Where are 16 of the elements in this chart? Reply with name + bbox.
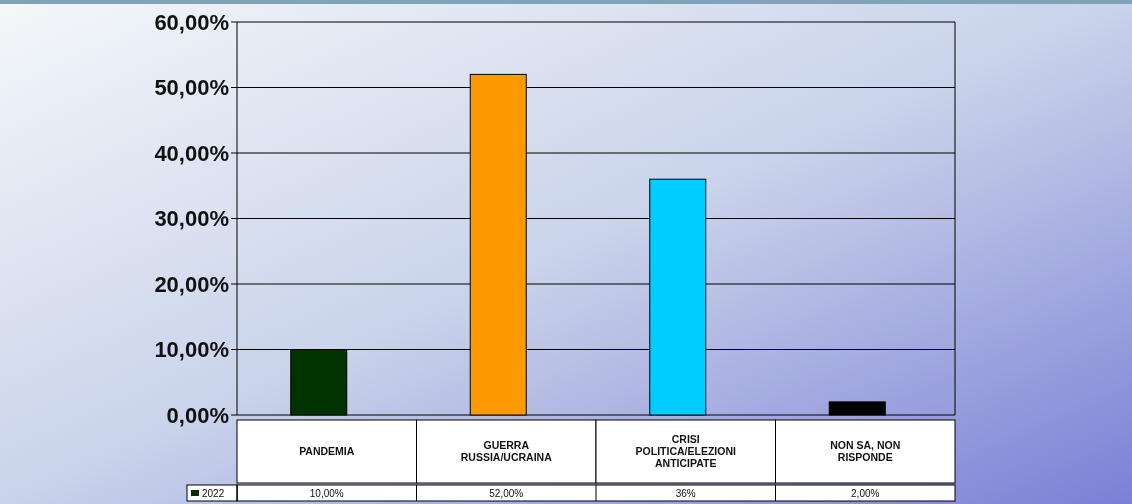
x-tick-label: NON SA, NON RISPONDE	[830, 439, 901, 464]
y-tick-label: 10,00%	[154, 337, 229, 363]
y-tick-label: 50,00%	[154, 75, 229, 101]
x-tick-label: GUERRA RUSSIA/UCRAINA	[460, 439, 553, 464]
y-tick-label: 30,00%	[154, 206, 229, 232]
y-tick-label: 20,00%	[154, 271, 229, 297]
data-label: 52,00%	[489, 487, 524, 499]
y-tick-label: 40,00%	[154, 140, 229, 166]
legend-label: 2022	[202, 487, 225, 499]
y-tick-label: 0,00%	[166, 402, 229, 428]
y-tick-label: 60,00%	[154, 9, 229, 35]
x-tick-label: CRISI POLITICA/ELEZIONI ANTICIPATE	[635, 433, 736, 470]
data-label: 2,00%	[851, 487, 880, 499]
x-tick-label: PANDEMIA	[299, 445, 355, 458]
data-label: 36%	[675, 487, 696, 499]
data-label: 10,00%	[309, 487, 344, 499]
